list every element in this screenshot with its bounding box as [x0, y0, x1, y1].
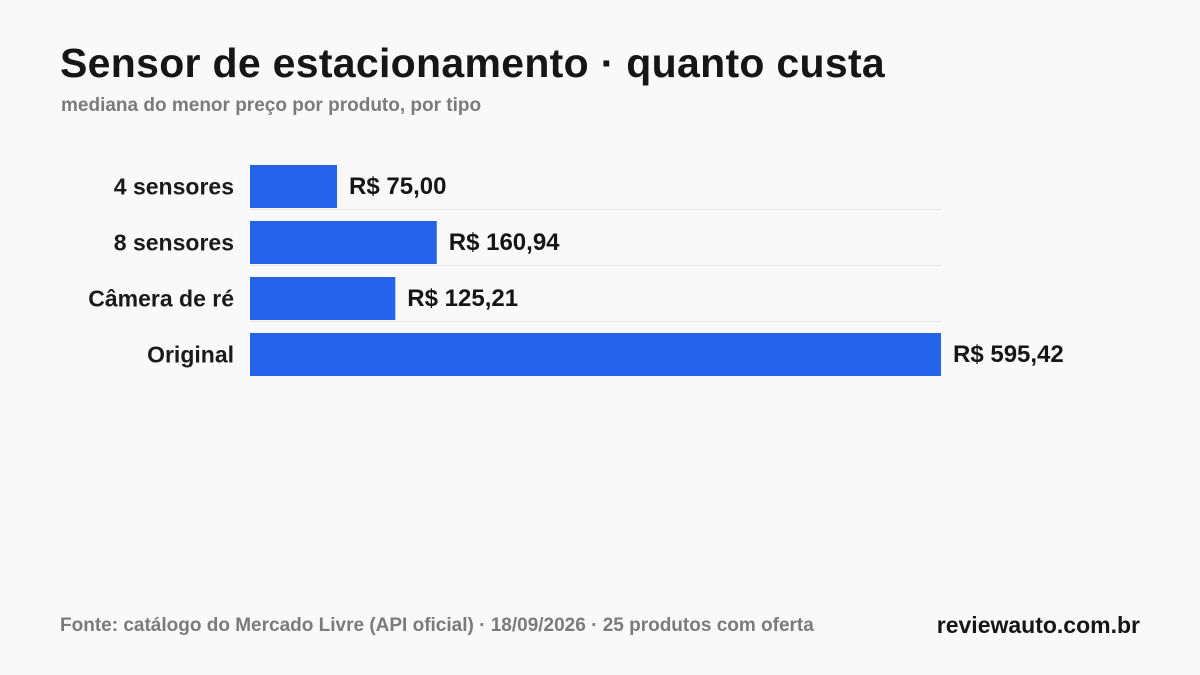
bar-2	[250, 221, 437, 264]
bar-3	[250, 277, 396, 320]
value-label: R$ 160,94	[449, 229, 560, 256]
source-note: Fonte: catálogo do Mercado Livre (API of…	[60, 615, 814, 636]
category-label: 4 sensores	[114, 174, 234, 200]
value-label: R$ 595,42	[953, 341, 1064, 368]
chart-title: Sensor de estacionamento · quanto custa	[60, 40, 886, 86]
chart-subtitle: mediana do menor preço por produto, por …	[61, 95, 482, 116]
category-label: Câmera de ré	[88, 286, 234, 312]
category-label: Original	[147, 342, 234, 368]
value-label: R$ 75,00	[349, 173, 446, 200]
bar-4	[250, 333, 941, 376]
brand-label: reviewauto.com.br	[936, 612, 1140, 638]
bar-1	[250, 165, 338, 208]
value-label: R$ 125,21	[407, 285, 518, 312]
category-label: 8 sensores	[114, 230, 234, 256]
